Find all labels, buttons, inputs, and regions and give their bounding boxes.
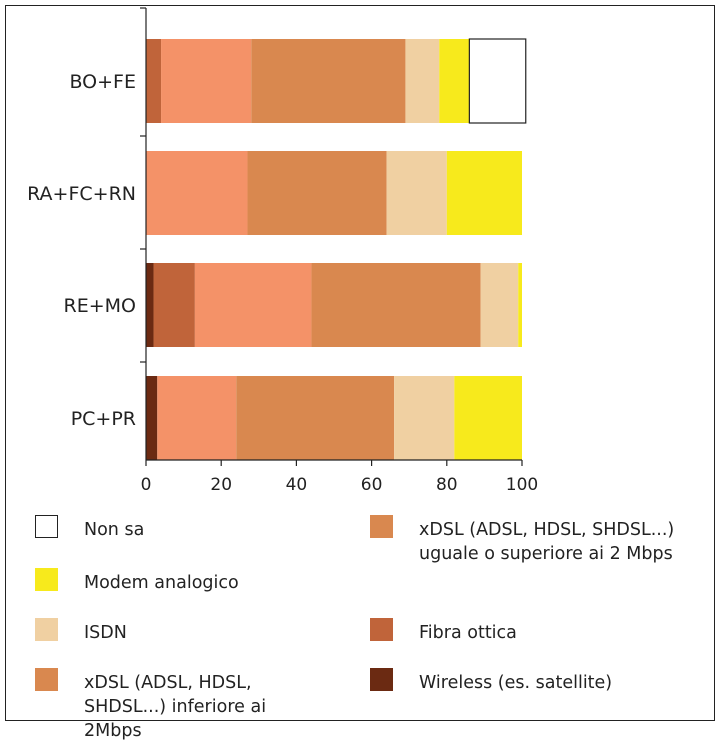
bar-segment [311, 263, 481, 347]
legend-label-modem: Modem analogico [84, 573, 239, 593]
bar-segment [394, 376, 455, 460]
category-labels: BO+FE RA+FC+RN RE+MO PC+PR [27, 71, 136, 430]
legend-swatch-modem [35, 568, 58, 591]
x-tick-label: 20 [210, 475, 232, 495]
bar-segment [454, 376, 522, 460]
legend-label-fibra: Fibra ottica [419, 623, 517, 643]
bar-segment [468, 38, 527, 124]
legend-item-xdsl-high: xDSL (ADSL, HDSL, SHDSL...) uguale o sup… [370, 515, 700, 566]
bar-segment [405, 39, 440, 123]
stacked-bar-chart: BO+FE RA+FC+RN RE+MO PC+PR 0 20 40 60 80 100 [27, 7, 538, 495]
legend-label-xdsl-high: xDSL (ADSL, HDSL, SHDSL...) uguale o sup… [419, 520, 675, 564]
bar-segment [146, 376, 158, 460]
x-tick-label: 40 [286, 475, 308, 495]
bar-segment [146, 151, 248, 235]
legend-swatch-wireless [370, 668, 393, 691]
x-tick-label: 80 [436, 475, 458, 495]
legend-item-non-sa: Non sa [35, 515, 335, 542]
legend-item-wireless: Wireless (es. satellite) [370, 668, 700, 695]
axes-group: 0 20 40 60 80 100 [140, 7, 538, 495]
legend-item-modem: Modem analogico [35, 568, 335, 595]
legend-item-xdsl-low: xDSL (ADSL, HDSL, SHDSL...) inferiore ai… [35, 668, 320, 743]
bar-segment [146, 39, 162, 123]
bar-segment [153, 263, 195, 347]
bars-group [146, 38, 527, 460]
bar-segment [146, 263, 154, 347]
legend-swatch-isdn [35, 618, 58, 641]
x-tick-label: 60 [361, 475, 383, 495]
legend-swatch-non-sa [35, 515, 58, 538]
category-label: RE+MO [64, 295, 136, 317]
bar-segment [518, 263, 522, 347]
legend-swatch-fibra [370, 618, 393, 641]
legend: Non sa Modem analogico ISDN xDSL (ADSL, … [0, 508, 722, 741]
figure-frame [5, 5, 715, 721]
legend-label-wireless: Wireless (es. satellite) [419, 673, 613, 693]
bar-segment [439, 39, 470, 123]
bar-segment [161, 39, 252, 123]
bar-segment [251, 39, 406, 123]
bar-segment [236, 376, 395, 460]
category-label: BO+FE [69, 71, 136, 93]
legend-label-isdn: ISDN [84, 623, 127, 643]
bar-segment [480, 263, 519, 347]
legend-item-fibra: Fibra ottica [370, 618, 700, 645]
category-label: RA+FC+RN [27, 183, 136, 205]
legend-swatch-xdsl-high [370, 515, 393, 538]
bar-segment [446, 151, 522, 235]
legend-label-non-sa: Non sa [84, 520, 145, 540]
bar-segment [386, 151, 447, 235]
category-label: PC+PR [71, 408, 136, 430]
x-tick-label: 100 [506, 475, 538, 495]
legend-item-isdn: ISDN [35, 618, 335, 645]
bar-segment [194, 263, 312, 347]
legend-label-xdsl-low: xDSL (ADSL, HDSL, SHDSL...) inferiore ai… [84, 673, 267, 741]
bar-segment [247, 151, 387, 235]
legend-swatch-xdsl-low [35, 668, 58, 691]
bar-segment [157, 376, 237, 460]
x-tick-label: 0 [141, 475, 152, 495]
